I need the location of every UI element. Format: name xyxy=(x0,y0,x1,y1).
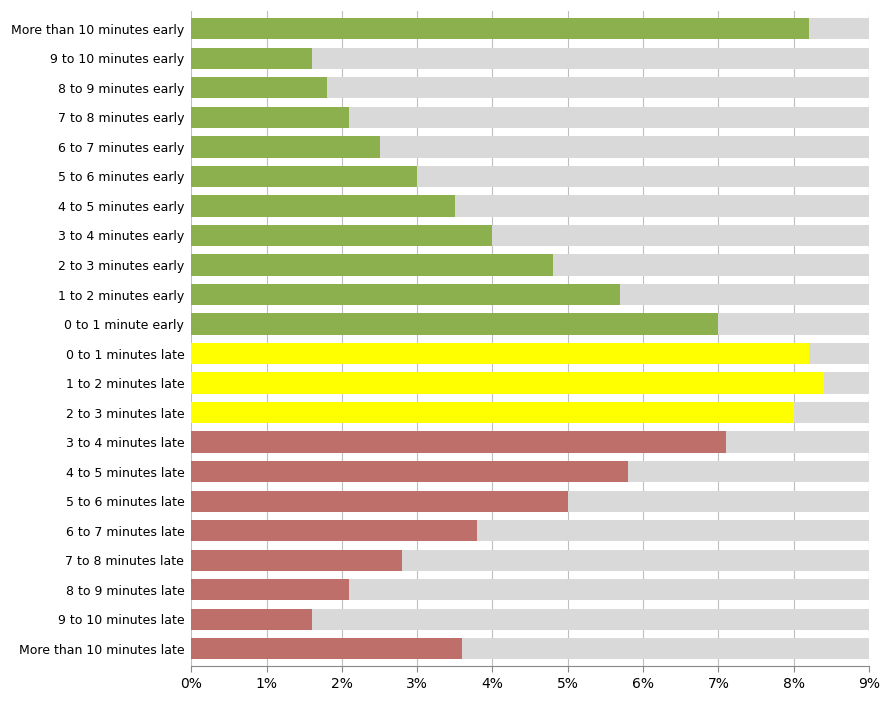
Bar xyxy=(192,550,402,571)
Bar xyxy=(192,195,869,217)
Bar xyxy=(192,461,869,482)
Bar xyxy=(192,609,869,630)
Bar xyxy=(192,343,869,364)
Bar xyxy=(192,638,869,659)
Bar xyxy=(192,254,552,276)
Bar xyxy=(192,402,869,423)
Bar xyxy=(192,225,493,246)
Bar xyxy=(192,313,718,335)
Bar xyxy=(192,18,809,39)
Bar xyxy=(192,48,869,69)
Bar xyxy=(192,491,568,512)
Bar xyxy=(192,136,869,157)
Bar xyxy=(192,225,869,246)
Bar xyxy=(192,343,809,364)
Bar xyxy=(192,432,869,453)
Bar xyxy=(192,107,349,128)
Bar xyxy=(192,166,869,187)
Bar xyxy=(192,18,869,39)
Bar xyxy=(192,491,869,512)
Bar xyxy=(192,77,869,98)
Bar xyxy=(192,609,312,630)
Bar xyxy=(192,284,869,305)
Bar xyxy=(192,373,869,394)
Bar xyxy=(192,107,869,128)
Bar xyxy=(192,579,349,600)
Bar xyxy=(192,638,462,659)
Bar xyxy=(192,254,869,276)
Bar xyxy=(192,77,327,98)
Bar xyxy=(192,313,869,335)
Bar xyxy=(192,402,794,423)
Bar xyxy=(192,432,726,453)
Bar xyxy=(192,579,869,600)
Bar xyxy=(192,520,478,541)
Bar xyxy=(192,373,823,394)
Bar xyxy=(192,48,312,69)
Bar xyxy=(192,461,628,482)
Bar xyxy=(192,166,417,187)
Bar xyxy=(192,550,869,571)
Bar xyxy=(192,195,454,217)
Bar xyxy=(192,284,620,305)
Bar xyxy=(192,520,869,541)
Bar xyxy=(192,136,380,157)
